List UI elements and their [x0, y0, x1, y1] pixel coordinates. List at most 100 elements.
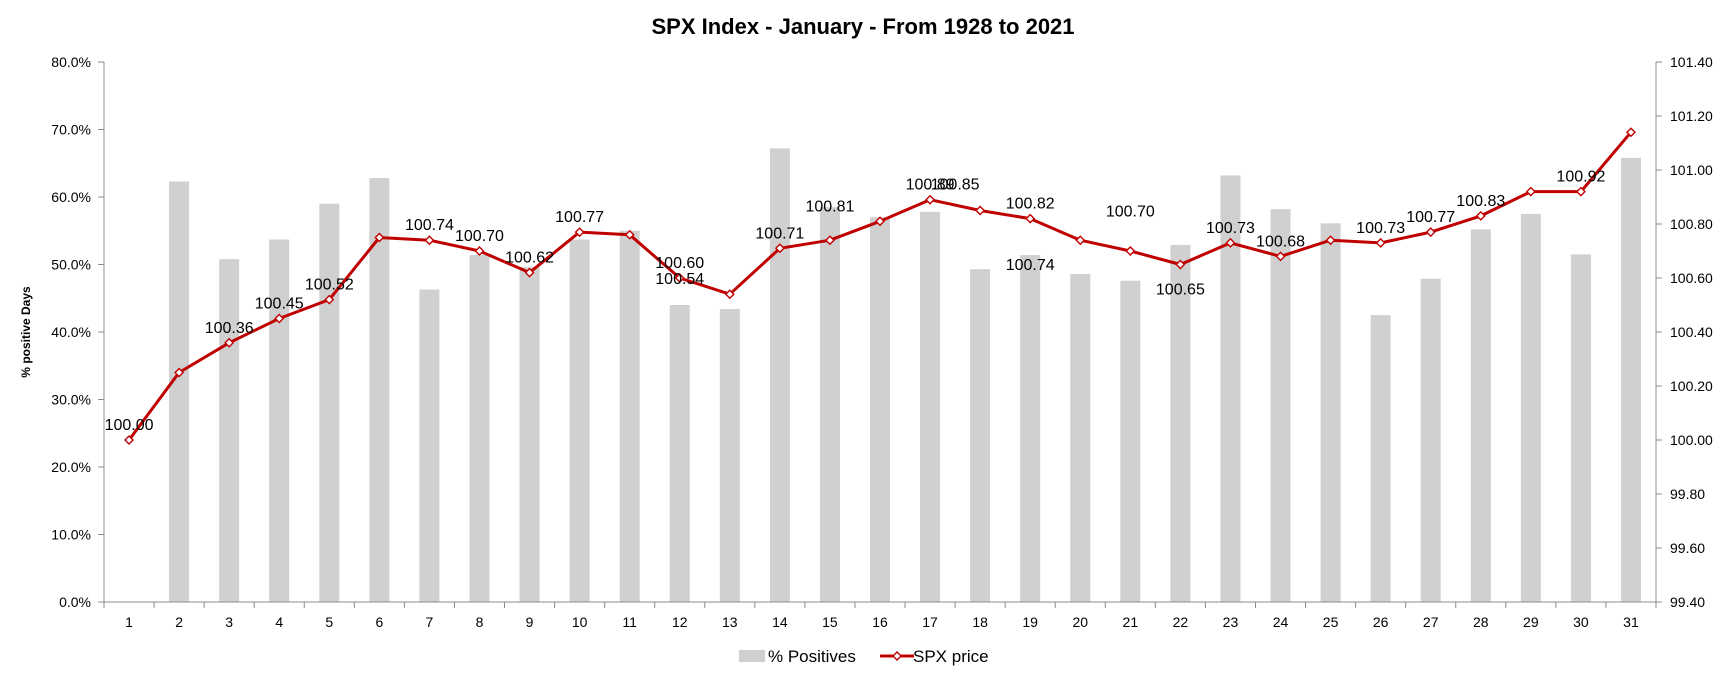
spx-marker-day-17: [925, 194, 936, 205]
x-tick-label: 7: [426, 614, 434, 630]
data-label: 100.85: [931, 177, 980, 194]
x-tick-label: 14: [772, 614, 788, 630]
bar-day-20: [1070, 273, 1091, 602]
y-tick-label-right: 101.40: [1670, 54, 1713, 70]
x-tick-label: 11: [622, 614, 637, 630]
bar-day-13: [719, 309, 740, 602]
data-label: 100.68: [1256, 233, 1305, 250]
data-label: 100.77: [1406, 209, 1455, 226]
data-label: 100.92: [1556, 169, 1605, 186]
chart-title: SPX Index - January - From 1928 to 2021: [651, 14, 1074, 39]
y-tick-label-left: 50.0%: [51, 257, 91, 273]
bar-day-17: [920, 211, 941, 602]
spx-marker-day-2: [174, 367, 185, 378]
bar-day-3: [219, 259, 240, 602]
x-tick-label: 24: [1273, 614, 1289, 630]
bar-day-25: [1320, 223, 1341, 602]
data-label: 100.77: [555, 209, 604, 226]
x-tick-label: 26: [1373, 614, 1389, 630]
spx-marker-day-15: [824, 235, 835, 246]
x-tick-label: 9: [526, 614, 534, 630]
bar-day-4: [269, 239, 290, 602]
spx-marker-day-19: [1025, 213, 1036, 224]
y-tick-label-left: 20.0%: [51, 459, 91, 475]
bar-day-15: [819, 207, 840, 602]
spx-marker-day-28: [1475, 210, 1486, 221]
y-tick-label-left: 60.0%: [51, 189, 91, 205]
spx-marker-day-20: [1075, 235, 1086, 246]
x-tick-label: 19: [1022, 614, 1038, 630]
x-tick-label: 12: [672, 614, 688, 630]
data-labels-layer: 100.00100.36100.45100.52100.74100.70100.…: [105, 169, 1606, 434]
y-tick-label-left: 70.0%: [51, 122, 91, 138]
x-tick-label: 29: [1523, 614, 1539, 630]
spx-marker-day-12: [674, 273, 685, 283]
y-tick-label-left: 80.0%: [51, 54, 91, 70]
data-label: 100.71: [755, 225, 804, 242]
bar-day-18: [970, 269, 991, 602]
spx-marker-day-26: [1375, 237, 1386, 248]
y-tick-label-right: 99.40: [1670, 594, 1705, 610]
data-label: 100.65: [1156, 282, 1205, 299]
bar-day-24: [1270, 209, 1291, 602]
x-tick-label: 21: [1123, 614, 1139, 630]
x-tick-label: 28: [1473, 614, 1489, 630]
x-tick-label: 31: [1623, 614, 1639, 630]
spx-marker-day-4: [274, 313, 285, 324]
data-label: 100.60: [655, 255, 704, 272]
spx-marker-day-24: [1275, 251, 1286, 262]
bar-day-12: [669, 305, 690, 602]
data-label: 100.74: [1006, 257, 1055, 274]
y-tick-label-right: 100.60: [1670, 270, 1713, 286]
y-tick-label-right: 99.80: [1670, 486, 1705, 502]
bar-day-16: [870, 217, 890, 602]
spx-marker-day-9: [524, 267, 535, 278]
legend-swatch-spx-marker: [892, 651, 902, 661]
legend: % Positives SPX price: [739, 647, 989, 666]
x-tick-label: 13: [722, 614, 738, 630]
x-tick-label: 30: [1573, 614, 1589, 630]
y-tick-label-left: 10.0%: [51, 527, 91, 543]
spx-marker-day-8: [474, 246, 485, 256]
bar-day-5: [319, 203, 340, 602]
x-tick-label: 3: [225, 614, 233, 630]
data-label: 100.45: [255, 296, 304, 313]
data-label: 100.82: [1006, 196, 1055, 213]
y-tick-label-left: 40.0%: [51, 324, 91, 340]
bar-day-9: [519, 267, 540, 602]
y-tick-label-right: 101.20: [1670, 108, 1713, 124]
bar-day-23: [1220, 175, 1241, 602]
bar-day-11: [619, 230, 640, 602]
x-tick-label: 8: [476, 614, 484, 630]
bar-day-21: [1120, 280, 1141, 602]
x-tick-label: 10: [572, 614, 588, 630]
x-tick-label: 20: [1072, 614, 1088, 630]
x-tick-label: 5: [325, 614, 333, 630]
bar-day-30: [1570, 254, 1591, 602]
x-tick-label: 23: [1223, 614, 1239, 630]
x-tick-label: 6: [375, 614, 383, 630]
bar-day-28: [1470, 229, 1491, 602]
x-tick-label: 18: [972, 614, 988, 630]
spx-marker-day-27: [1425, 227, 1436, 238]
spx-marker-day-10: [574, 227, 585, 238]
data-label: 100.62: [505, 250, 554, 267]
data-label: 100.74: [405, 217, 454, 234]
legend-label-positives: % Positives: [768, 647, 856, 666]
spx-marker-day-29: [1525, 186, 1536, 197]
x-tick-label: 16: [872, 614, 888, 630]
legend-swatch-positives: [739, 650, 765, 662]
data-label: 100.73: [1356, 220, 1405, 237]
data-label: 100.70: [455, 228, 504, 245]
x-tick-label: 27: [1423, 614, 1439, 630]
bar-day-31: [1620, 157, 1641, 602]
bar-day-10: [569, 239, 590, 602]
data-label: 100.00: [105, 417, 154, 434]
bar-day-22: [1170, 244, 1191, 603]
y-axis-title: % positive Days: [19, 286, 33, 378]
x-tick-label: 4: [275, 614, 283, 630]
data-label: 100.52: [305, 277, 354, 294]
spx-marker-day-3: [224, 337, 235, 348]
bar-day-2: [169, 181, 190, 602]
